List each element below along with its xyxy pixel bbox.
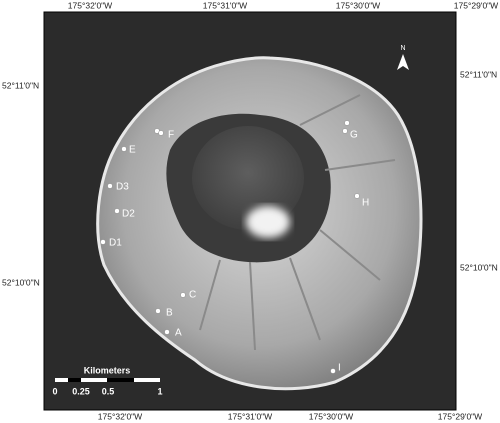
lon-label: 175°31'0"W bbox=[203, 0, 247, 10]
site-marker bbox=[354, 193, 360, 199]
site-marker bbox=[158, 130, 164, 136]
site-label: B bbox=[166, 308, 173, 319]
north-label: N bbox=[400, 45, 405, 52]
scale-label: 0 bbox=[52, 386, 57, 396]
north-arrow: N bbox=[397, 45, 409, 70]
scale-bar-segment bbox=[107, 378, 134, 382]
scale-label: 1 bbox=[157, 386, 162, 396]
site-label: D1 bbox=[109, 238, 122, 249]
site-marker bbox=[164, 329, 170, 335]
scale-title: Kilometers bbox=[84, 365, 131, 375]
lon-label: 175°32'0"W bbox=[68, 0, 112, 10]
cloud bbox=[246, 206, 290, 238]
lat-label: 52°11'0"N bbox=[2, 80, 39, 90]
site-label: A bbox=[175, 328, 182, 339]
scale-label: 0.5 bbox=[102, 386, 115, 396]
sites: AB C D1 D2 D3 E F G H I bbox=[100, 120, 369, 374]
site-label: I bbox=[338, 363, 341, 374]
site-label: G bbox=[350, 130, 358, 141]
ravines bbox=[199, 94, 396, 351]
lat-label: 52°10'0"N bbox=[460, 262, 498, 272]
site-marker bbox=[344, 120, 350, 126]
crater-lake bbox=[192, 126, 304, 230]
arrow bbox=[397, 54, 409, 70]
scale-label: 0.25 bbox=[72, 386, 90, 396]
site-label: H bbox=[362, 198, 369, 209]
lon-label: 175°32'0"W bbox=[98, 411, 142, 421]
lat-label: 52°11'0"N bbox=[460, 69, 497, 79]
scale-bar-segment bbox=[68, 378, 81, 382]
lon-label: 175°30'0"W bbox=[309, 411, 353, 421]
site-marker bbox=[155, 308, 161, 314]
site-marker bbox=[114, 208, 120, 214]
site-label: F bbox=[168, 130, 174, 141]
lon-label: 175°29'0"W bbox=[454, 0, 498, 10]
site-marker bbox=[180, 292, 186, 298]
site-label: E bbox=[129, 145, 136, 156]
scale-bar: Kilometers 0 0.25 0.5 1 bbox=[52, 365, 162, 396]
site-label: D2 bbox=[122, 209, 135, 220]
lat-label: 52°10'0"N bbox=[2, 277, 40, 287]
site-label: C bbox=[189, 290, 196, 301]
lon-label: 175°29'0"W bbox=[438, 411, 482, 421]
site-marker bbox=[342, 128, 348, 134]
site-label: D3 bbox=[116, 182, 129, 193]
site-marker bbox=[100, 239, 106, 245]
site-marker bbox=[107, 183, 113, 189]
site-marker bbox=[330, 368, 336, 374]
lon-label: 175°31'0"W bbox=[228, 411, 272, 421]
site-marker bbox=[121, 146, 127, 152]
lon-label: 175°30'0"W bbox=[336, 0, 380, 10]
